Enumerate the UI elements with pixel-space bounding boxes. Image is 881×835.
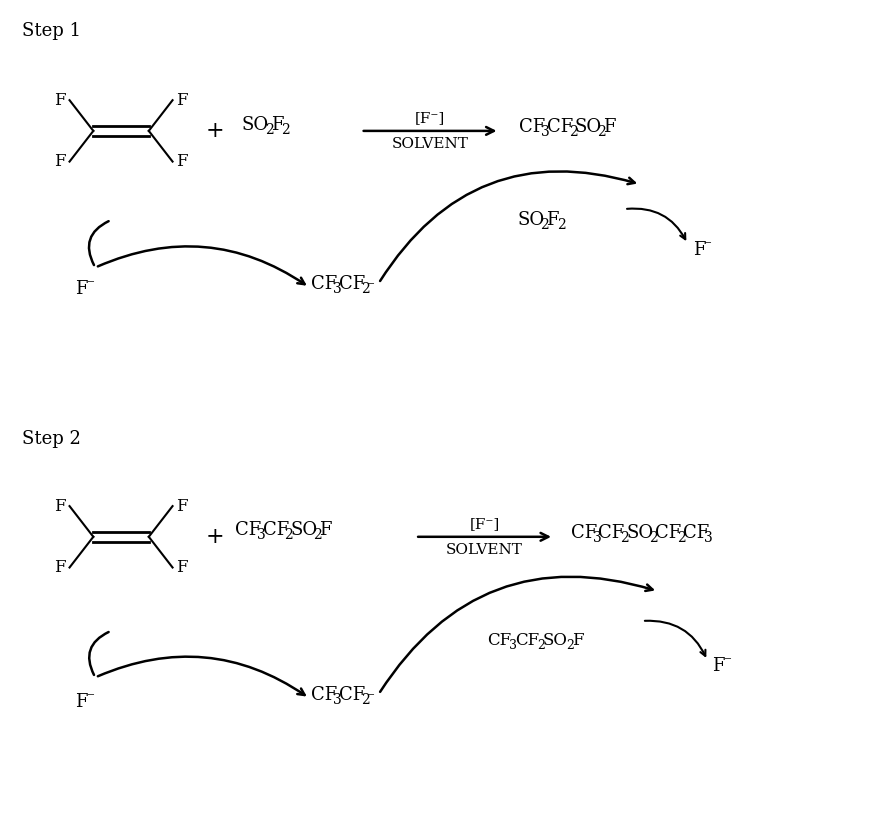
Text: 3: 3	[541, 125, 550, 139]
Text: F: F	[76, 281, 88, 298]
Text: SO: SO	[291, 521, 317, 539]
Text: F: F	[54, 559, 65, 576]
Text: 3: 3	[705, 531, 714, 544]
Text: F: F	[692, 240, 705, 259]
FancyArrowPatch shape	[89, 221, 108, 265]
Text: ⁻: ⁻	[705, 240, 713, 254]
Text: CF: CF	[515, 632, 539, 650]
Text: F: F	[603, 118, 616, 136]
Text: CF: CF	[547, 118, 574, 136]
Text: 2: 2	[557, 218, 566, 232]
FancyArrowPatch shape	[89, 632, 108, 675]
Text: SOLVENT: SOLVENT	[446, 543, 523, 557]
Text: F: F	[270, 116, 283, 134]
Text: 2: 2	[282, 123, 290, 137]
Text: ⁻: ⁻	[87, 692, 95, 706]
Text: SO: SO	[574, 118, 602, 136]
Text: +: +	[206, 526, 225, 548]
Text: CF: CF	[263, 521, 289, 539]
Text: CF: CF	[598, 524, 625, 542]
Text: SOLVENT: SOLVENT	[392, 137, 469, 151]
Text: F: F	[176, 153, 189, 170]
Text: SO: SO	[242, 116, 269, 134]
Text: 2: 2	[264, 123, 273, 137]
Text: CF: CF	[311, 276, 337, 293]
Text: ⁻: ⁻	[366, 281, 374, 296]
Text: CF: CF	[487, 632, 512, 650]
Text: 2: 2	[566, 640, 574, 652]
Text: F: F	[76, 693, 88, 711]
Text: 2: 2	[360, 282, 369, 296]
Text: SO: SO	[626, 524, 654, 542]
Text: CF: CF	[683, 524, 709, 542]
Text: CF: CF	[519, 118, 545, 136]
FancyArrowPatch shape	[645, 620, 706, 656]
Text: F: F	[546, 211, 559, 229]
Text: SO: SO	[517, 211, 544, 229]
Text: 2: 2	[569, 125, 578, 139]
Text: ⁻: ⁻	[366, 692, 374, 706]
Text: 2: 2	[314, 528, 322, 542]
Text: SO: SO	[543, 632, 568, 650]
Text: F: F	[54, 153, 65, 170]
FancyArrowPatch shape	[627, 209, 685, 239]
Text: F: F	[176, 92, 189, 109]
Text: Step 1: Step 1	[22, 22, 81, 40]
Text: 3: 3	[333, 282, 342, 296]
Text: CF: CF	[655, 524, 681, 542]
Text: F: F	[176, 498, 189, 514]
Text: 2: 2	[677, 531, 685, 544]
Text: [F⁻]: [F⁻]	[415, 111, 445, 125]
Text: F: F	[319, 521, 331, 539]
Text: 3: 3	[509, 640, 517, 652]
Text: F: F	[54, 92, 65, 109]
Text: 3: 3	[593, 531, 602, 544]
Text: ⁻: ⁻	[87, 280, 95, 293]
Text: 2: 2	[597, 125, 606, 139]
Text: ⁻: ⁻	[724, 656, 732, 671]
Text: CF: CF	[571, 524, 597, 542]
Text: CF: CF	[339, 686, 366, 704]
Text: CF: CF	[235, 521, 261, 539]
Text: F: F	[713, 657, 725, 676]
Text: 3: 3	[256, 528, 265, 542]
Text: 2: 2	[620, 531, 629, 544]
Text: 2: 2	[360, 693, 369, 707]
Text: 2: 2	[285, 528, 293, 542]
Text: 2: 2	[540, 218, 549, 232]
FancyArrowPatch shape	[380, 171, 634, 281]
Text: +: +	[206, 120, 225, 142]
Text: F: F	[176, 559, 189, 576]
FancyArrowPatch shape	[380, 577, 653, 692]
Text: CF: CF	[339, 276, 366, 293]
Text: 2: 2	[537, 640, 545, 652]
Text: [F⁻]: [F⁻]	[470, 517, 500, 531]
Text: 2: 2	[649, 531, 658, 544]
Text: F: F	[54, 498, 65, 514]
FancyArrowPatch shape	[98, 656, 305, 695]
FancyArrowPatch shape	[98, 246, 305, 284]
Text: Step 2: Step 2	[22, 430, 81, 448]
Text: CF: CF	[311, 686, 337, 704]
Text: F: F	[572, 632, 583, 650]
Text: 3: 3	[333, 693, 342, 707]
